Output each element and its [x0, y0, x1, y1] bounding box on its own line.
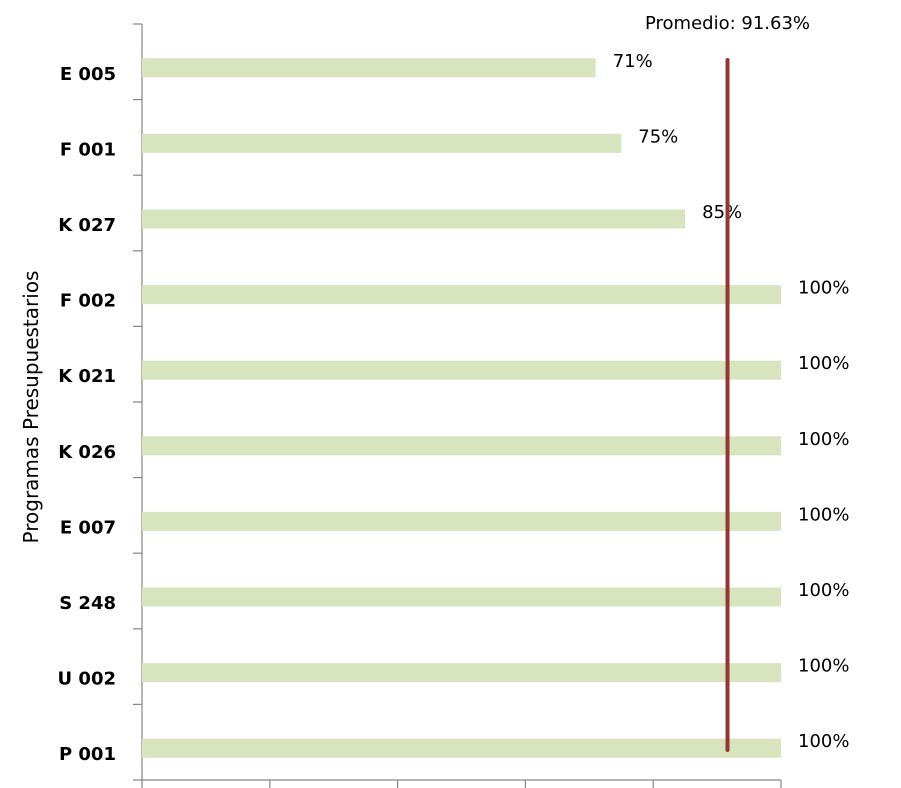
category-label: S 248 — [59, 593, 116, 614]
data-label: 100% — [798, 656, 849, 677]
bar — [142, 133, 622, 153]
bar — [142, 58, 596, 78]
bar-series — [142, 58, 781, 758]
data-label: 71% — [613, 51, 653, 72]
category-label: E 005 — [60, 64, 116, 85]
category-label: U 002 — [58, 669, 116, 690]
y-axis-title: Programas Presupuestarios — [19, 271, 43, 544]
x-axis-ticks — [141, 780, 782, 788]
bar — [142, 360, 781, 380]
data-label: 100% — [798, 429, 849, 450]
data-label: 100% — [798, 278, 849, 299]
data-label: 100% — [798, 731, 849, 752]
bar — [142, 209, 686, 229]
category-label: K 027 — [58, 215, 116, 236]
bar — [142, 511, 781, 531]
y-axis-ticks — [133, 23, 142, 781]
bar — [142, 663, 781, 683]
category-label: P 001 — [59, 744, 116, 765]
category-labels: E 005 F 001 K 027 F 002 K 021 K 026 E 007 S 248… — [58, 64, 116, 765]
data-label: 100% — [798, 580, 849, 601]
data-label: 75% — [638, 126, 678, 147]
bar — [142, 587, 781, 607]
average-label: Promedio: 91.63% — [645, 13, 810, 34]
category-label: E 007 — [60, 517, 116, 538]
category-label: F 001 — [60, 139, 116, 160]
data-label: 85% — [702, 202, 742, 223]
bar — [142, 285, 781, 305]
data-label: 100% — [798, 504, 849, 525]
data-label: 100% — [798, 353, 849, 374]
bar — [142, 436, 781, 456]
bar — [142, 738, 781, 758]
category-label: F 002 — [60, 291, 116, 312]
data-labels: 71% 75% 85% 100% 100% 100% 100% 100% 100% 100% — [613, 51, 850, 752]
category-label: K 026 — [58, 442, 116, 463]
category-label: K 021 — [58, 366, 116, 387]
